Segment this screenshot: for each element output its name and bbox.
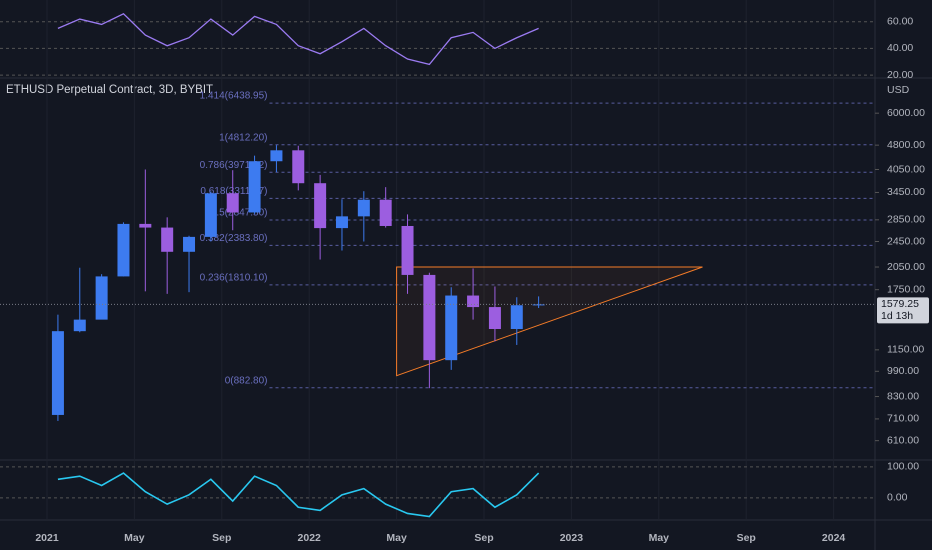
- candle-body: [292, 150, 305, 184]
- y-tick-label: 3450.00: [887, 186, 925, 198]
- oscillator-line: [57, 472, 540, 518]
- x-tick-label: Sep: [737, 532, 756, 544]
- currency: USD: [887, 84, 910, 96]
- x-tick-label: Sep: [212, 532, 231, 544]
- y-tick-label: 4050.00: [887, 163, 925, 175]
- countdown: 1d 13h: [881, 310, 913, 322]
- y-tick-label: 610.00: [887, 434, 919, 446]
- candle-body: [532, 304, 545, 306]
- candle-body: [139, 223, 152, 228]
- candle-body: [270, 150, 283, 162]
- candle-body: [445, 295, 458, 361]
- candle-body: [357, 199, 370, 217]
- candle-body: [95, 276, 108, 320]
- candle-body: [423, 274, 436, 361]
- candle-body: [401, 225, 414, 275]
- y-tick-label: 2850.00: [887, 214, 925, 226]
- candle-body: [51, 331, 64, 415]
- fib-label: 0.786(3971.32): [200, 160, 268, 171]
- y-tick-label: 60.00: [887, 16, 913, 28]
- y-tick-label: 0.00: [887, 492, 908, 504]
- price-tag-label: 1579.25: [881, 298, 919, 310]
- x-tick-label: Sep: [474, 532, 493, 544]
- fib-label: 0.236(1810.10): [200, 272, 268, 283]
- x-tick-label: 2024: [822, 532, 846, 544]
- candle-body: [248, 161, 261, 213]
- candle-body: [379, 199, 392, 226]
- y-tick-label: 4800.00: [887, 139, 925, 151]
- candle-body: [183, 236, 196, 252]
- candle-body: [335, 216, 348, 229]
- y-tick-label: 2450.00: [887, 235, 925, 247]
- y-tick-label: 6000.00: [887, 107, 925, 119]
- y-tick-label: 830.00: [887, 390, 919, 402]
- candle-body: [467, 295, 480, 308]
- candle-body: [510, 305, 523, 330]
- y-tick-label: 990.00: [887, 365, 919, 377]
- x-tick-label: May: [124, 532, 145, 544]
- x-tick-label: 2023: [560, 532, 584, 544]
- fib-label: 0.382(2383.80): [200, 233, 268, 244]
- fib-label: 0(882.80): [225, 375, 268, 386]
- y-tick-label: 710.00: [887, 413, 919, 425]
- y-tick-label: 1750.00: [887, 283, 925, 295]
- candle-body: [117, 223, 130, 277]
- candle-body: [161, 227, 174, 252]
- y-tick-label: 1150.00: [887, 344, 924, 356]
- y-tick-label: 2050.00: [887, 261, 925, 273]
- candle-body: [73, 319, 86, 332]
- x-tick-label: 2021: [35, 532, 59, 544]
- fib-label: 0.618(3311.17): [200, 186, 267, 197]
- price-tag: [877, 297, 929, 324]
- candle-body: [204, 193, 217, 237]
- candle-body: [488, 307, 501, 330]
- x-tick-label: 2022: [298, 532, 322, 544]
- y-tick-label: 20.00: [887, 69, 913, 81]
- chart-title: ETHUSD Perpetual Contract, 3D, BYBIT: [6, 84, 213, 96]
- y-tick-label: 40.00: [887, 42, 913, 54]
- rsi-line: [57, 12, 539, 66]
- fib-label: 1(4812.20): [219, 132, 267, 143]
- fib-label: 0.5(2847.50): [211, 208, 268, 219]
- x-tick-label: May: [649, 532, 670, 544]
- candle-body: [226, 193, 239, 213]
- candle-body: [314, 183, 327, 229]
- x-tick-label: May: [386, 532, 407, 544]
- y-tick-label: 100.00: [887, 461, 919, 473]
- fib-label: 1.414(6438.95): [200, 91, 268, 102]
